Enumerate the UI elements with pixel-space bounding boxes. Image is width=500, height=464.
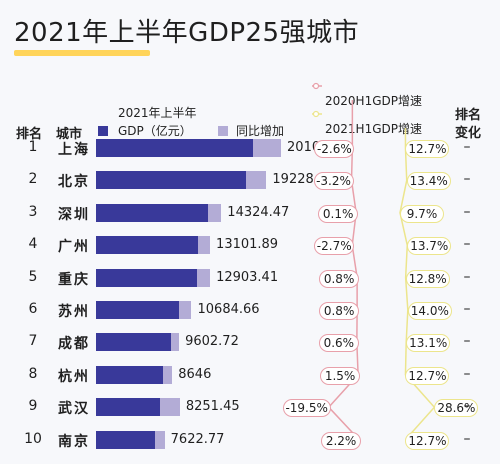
increase-bar [170, 333, 180, 352]
city-label: 重庆 [58, 271, 90, 288]
gdp-bar [96, 236, 199, 255]
growth-2021-label: 9.7% [399, 204, 444, 223]
city-label: 南京 [58, 433, 90, 450]
rank-label: 4 [28, 236, 38, 253]
header-change-line2: 变化 [455, 126, 482, 141]
increase-bar [207, 203, 222, 222]
rank-change: – [463, 203, 471, 220]
gdp-bar [96, 268, 197, 287]
city-label: 武汉 [58, 401, 90, 418]
header-yoy: 同比增加 [236, 124, 285, 138]
legend-2021-marker [312, 110, 320, 118]
rank-label: 9 [28, 398, 38, 415]
gdp-value-label: 8251.45 [185, 399, 240, 415]
gdp-bar [96, 139, 253, 157]
gdp-value-label: 7622.77 [170, 431, 225, 447]
gdp-value-label: 12903.41 [216, 269, 279, 285]
rank-label: 7 [28, 333, 38, 350]
growth-2020-label: 0.8% [319, 302, 360, 320]
increase-bar [196, 268, 211, 287]
header-change-line1: 排名 [455, 108, 482, 123]
rank-change: – [463, 430, 471, 447]
header-city: 城市 [56, 127, 83, 142]
city-label: 北京 [58, 174, 90, 191]
legend-2020-marker [312, 82, 320, 90]
header-rank: 排名 [16, 127, 43, 142]
growth-2021-label: 12.8% [405, 269, 450, 288]
rank-label: 6 [28, 301, 38, 317]
gdp-value-label: 19228 [272, 172, 314, 188]
gdp-bar [96, 203, 208, 222]
growth-2021-label: 12.7% [405, 140, 450, 158]
growth-2021-label: 12.7% [405, 431, 450, 450]
city-label: 成都 [58, 336, 90, 353]
city-label: 深圳 [58, 206, 90, 223]
gdp-bar [96, 333, 171, 352]
gdp-bar [96, 171, 246, 190]
header-growth-2020: 2020H1GDP增速 [325, 94, 422, 108]
growth-2021-label: 12.7% [405, 366, 450, 385]
gdp-value-label: 9602.72 [185, 334, 239, 350]
growth-2020-label: -3.2% [313, 172, 354, 191]
growth-2020-label: 0.1% [318, 204, 359, 223]
header-growth-2021: 2021H1GDP增速 [325, 122, 422, 136]
gdp-bar [96, 365, 164, 384]
rank-label: 10 [24, 430, 42, 447]
growth-2020-label: 0.6% [318, 334, 359, 353]
rank-change: – [463, 365, 471, 382]
title-underline [14, 50, 150, 56]
increase-bar [163, 365, 173, 384]
growth-2020-label: 2.2% [321, 431, 362, 450]
chart-title: 2021年上半年GDP25强城市 [14, 18, 360, 48]
rank-change: – [463, 398, 471, 415]
rank-label: 2 [28, 171, 38, 188]
rank-change: – [463, 333, 471, 350]
legend-increase-swatch [218, 126, 228, 136]
growth-2020-label: -2.6% [314, 140, 355, 158]
growth-2021-label: 13.7% [407, 237, 452, 256]
rank-change: – [463, 301, 471, 317]
growth-2021-label: 13.1% [406, 334, 451, 353]
rank-label: 1 [28, 139, 38, 155]
growth-2020-label: 0.8% [319, 269, 360, 288]
city-label: 广州 [58, 239, 90, 256]
growth-2020-label: -19.5% [282, 399, 331, 418]
gdp-bar [96, 430, 156, 449]
city-label: 杭州 [58, 368, 90, 385]
gdp-bar [96, 398, 161, 417]
gdp-value-label: 8646 [178, 366, 212, 382]
gdp-value-label: 10684.66 [197, 302, 260, 317]
gdp-value-label: 13101.89 [216, 237, 279, 253]
increase-bar [179, 301, 192, 319]
rank-label: 5 [28, 268, 38, 285]
rank-label: 3 [28, 203, 38, 220]
rank-change: – [463, 268, 471, 285]
city-label: 苏州 [58, 304, 90, 320]
growth-2021-label: 13.4% [406, 172, 451, 191]
header-gdp-line1: 2021年上半年 [118, 106, 197, 120]
rank-change: – [463, 236, 471, 253]
increase-bar [160, 398, 180, 417]
rank-change: – [463, 171, 471, 188]
increase-bar [198, 236, 211, 255]
gdp-value-label: 14324.47 [227, 204, 290, 220]
header-gdp-line2: GDP（亿元） [118, 124, 192, 138]
rank-change: – [463, 139, 471, 155]
increase-bar [155, 430, 165, 449]
gdp-bar [96, 301, 180, 319]
growth-2021-label: 14.0% [407, 302, 452, 320]
legend-gdp-swatch [98, 126, 108, 136]
city-label: 上海 [58, 142, 90, 158]
growth-2021-label: 28.6% [434, 399, 479, 418]
increase-bar [252, 139, 282, 157]
increase-bar [245, 171, 267, 190]
growth-2020-label: -2.7% [314, 237, 355, 256]
rank-label: 8 [28, 365, 38, 382]
growth-2020-label: 1.5% [320, 366, 361, 385]
